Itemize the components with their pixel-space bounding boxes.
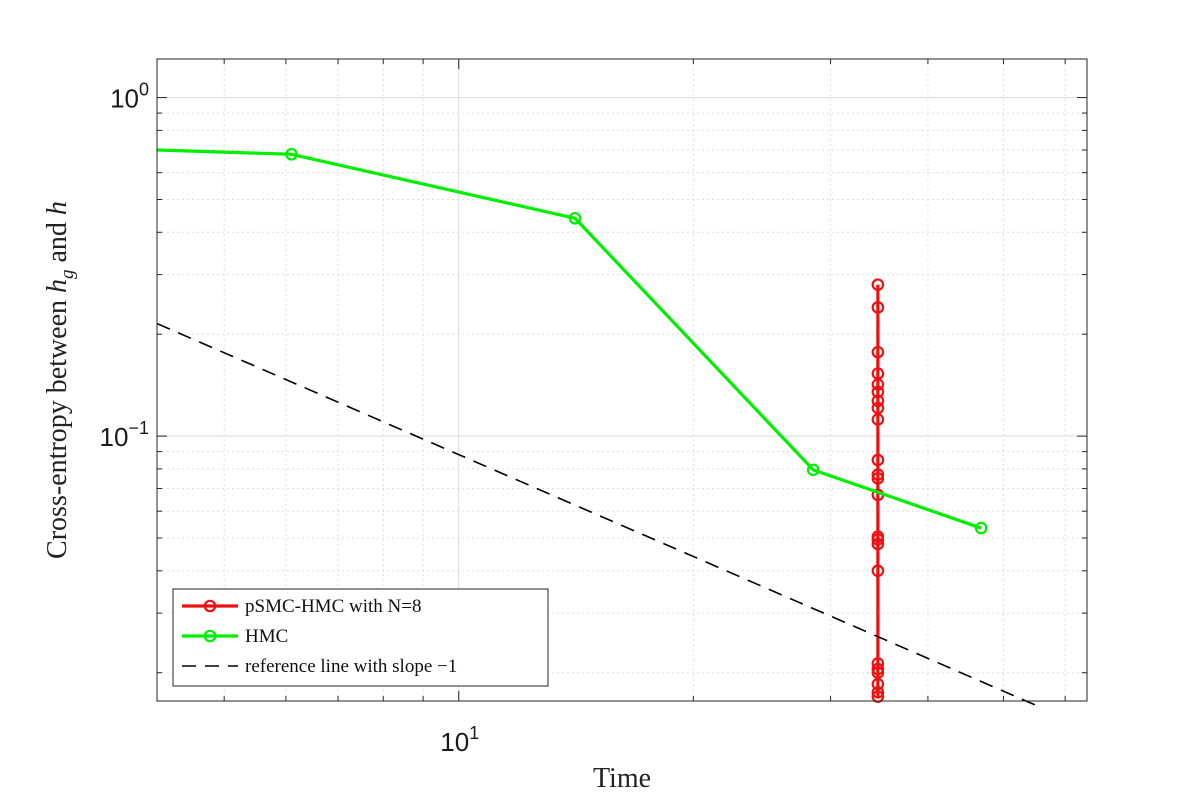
legend-marker <box>203 629 217 643</box>
series-layer <box>156 147 1043 709</box>
data-point <box>285 147 298 161</box>
data-point <box>871 662 885 676</box>
data-point <box>871 385 885 399</box>
data-point <box>568 211 582 225</box>
data-point <box>974 521 988 535</box>
grid <box>157 59 1087 701</box>
y-tick-label: 10−1 <box>100 418 149 452</box>
data-point <box>871 686 885 699</box>
tick-labels: 101 100 10−1 <box>100 80 480 757</box>
y-axis-title: Cross-entropy between hg and h <box>42 201 78 559</box>
data-point <box>871 657 885 670</box>
data-point <box>871 345 885 359</box>
data-point <box>871 472 885 485</box>
x-axis-title: Time <box>593 763 651 794</box>
legend-label: HMC <box>245 626 288 647</box>
legend-entry-2: reference line with slope −1 <box>182 656 457 677</box>
tick-marks <box>157 59 1087 701</box>
data-point <box>871 533 885 546</box>
legend-marker <box>203 599 217 613</box>
plot-border <box>156 58 1088 702</box>
data-point <box>871 394 885 408</box>
data-point <box>871 378 885 391</box>
data-point <box>871 690 885 703</box>
x-tick-label: 101 <box>440 723 479 757</box>
data-point <box>871 677 885 691</box>
legend-entry-1: HMC <box>182 626 288 647</box>
y-tick-label: 100 <box>110 80 149 114</box>
legend-entry-0: pSMC-HMC with N=8 <box>182 596 421 617</box>
legend-label: reference line with slope −1 <box>245 656 457 677</box>
data-point <box>871 413 885 426</box>
series-0 <box>871 278 885 703</box>
data-point <box>871 453 885 467</box>
data-point <box>871 468 885 481</box>
series-line <box>156 148 982 530</box>
data-point <box>871 537 885 551</box>
data-point <box>871 301 885 314</box>
data-point <box>871 564 885 578</box>
series-1 <box>156 147 988 535</box>
legend-label: pSMC-HMC with N=8 <box>245 596 421 617</box>
data-point <box>871 278 885 292</box>
data-point <box>806 463 820 477</box>
legend: pSMC-HMC with N=8 HMC reference line with … <box>172 588 549 687</box>
